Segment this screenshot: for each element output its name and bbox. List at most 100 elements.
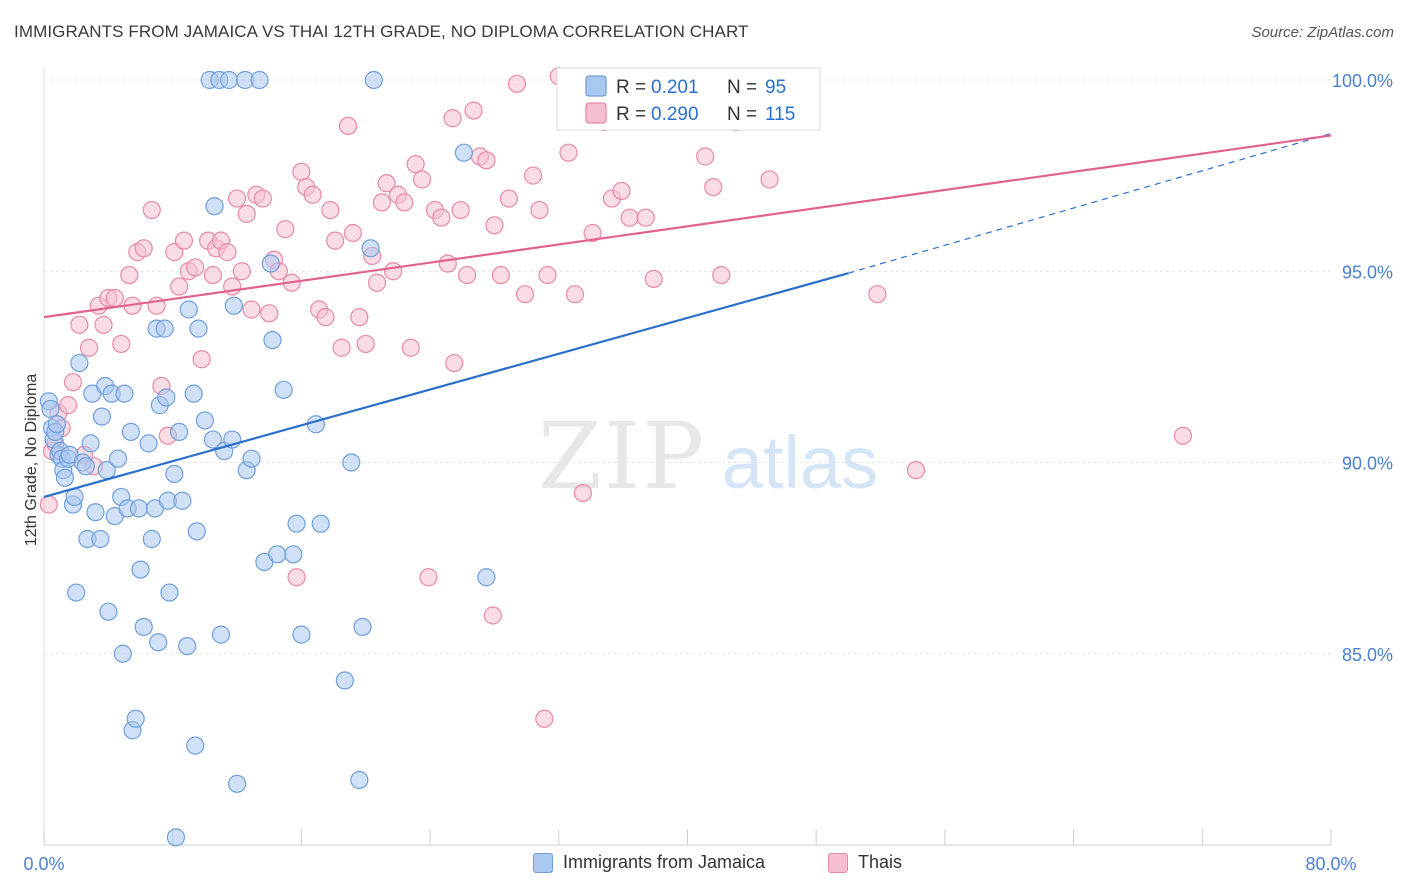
point-thais bbox=[253, 189, 272, 208]
point-jamaica bbox=[129, 499, 149, 518]
point-thais bbox=[395, 193, 414, 212]
x-tick-label: 0.0% bbox=[23, 854, 64, 874]
point-thais bbox=[704, 178, 723, 197]
point-thais bbox=[276, 220, 295, 239]
point-thais bbox=[367, 273, 387, 292]
point-jamaica bbox=[189, 319, 208, 338]
point-thais bbox=[451, 200, 470, 220]
point-thais bbox=[227, 189, 247, 208]
watermark-atlas: atlas bbox=[722, 421, 878, 504]
point-jamaica bbox=[121, 422, 140, 441]
point-thais bbox=[356, 334, 375, 354]
point-thais bbox=[432, 208, 451, 227]
point-jamaica bbox=[292, 625, 311, 644]
series-jamaica-points bbox=[39, 70, 713, 847]
point-thais bbox=[192, 350, 211, 369]
point-jamaica bbox=[178, 636, 197, 656]
legend-item-thais: Thais bbox=[828, 852, 902, 873]
point-thais bbox=[377, 174, 396, 193]
point-jamaica bbox=[203, 430, 223, 449]
point-thais bbox=[292, 162, 311, 181]
point-thais bbox=[464, 101, 483, 120]
point-jamaica bbox=[287, 514, 306, 533]
point-jamaica bbox=[342, 453, 361, 472]
point-thais bbox=[906, 461, 926, 480]
point-thais bbox=[287, 568, 306, 587]
point-thais bbox=[1173, 426, 1193, 445]
point-thais bbox=[530, 200, 549, 220]
point-thais bbox=[218, 243, 237, 262]
point-jamaica bbox=[284, 545, 303, 564]
point-thais bbox=[105, 288, 124, 308]
point-thais bbox=[237, 204, 256, 223]
point-thais bbox=[63, 373, 83, 392]
point-thais bbox=[186, 258, 205, 277]
point-thais bbox=[59, 396, 78, 415]
point-jamaica bbox=[99, 602, 118, 621]
point-thais bbox=[535, 709, 554, 728]
point-thais bbox=[79, 338, 99, 357]
point-jamaica bbox=[353, 617, 372, 637]
point-jamaica bbox=[250, 70, 269, 90]
legend-swatch-jamaica bbox=[533, 852, 553, 873]
point-jamaica bbox=[173, 491, 192, 510]
point-jamaica bbox=[86, 503, 105, 522]
point-jamaica bbox=[155, 319, 174, 338]
point-thais bbox=[332, 338, 351, 357]
point-thais bbox=[406, 155, 425, 174]
point-jamaica bbox=[361, 239, 380, 258]
point-jamaica bbox=[134, 617, 153, 637]
point-jamaica bbox=[67, 583, 86, 602]
stats-legend: R = 0.201 N = 95 R = 0.290 N = 115 bbox=[556, 67, 821, 131]
point-thais bbox=[443, 109, 462, 128]
legend-swatch-thais bbox=[828, 852, 848, 873]
point-jamaica bbox=[211, 625, 231, 644]
point-thais bbox=[321, 200, 340, 220]
point-thais bbox=[174, 231, 194, 250]
point-jamaica bbox=[160, 583, 179, 602]
point-jamaica bbox=[157, 388, 176, 407]
point-thais bbox=[343, 223, 362, 243]
stats-n-value: 115 bbox=[765, 104, 795, 125]
point-jamaica bbox=[165, 464, 184, 484]
y-tick-label: 85.0% bbox=[1342, 645, 1393, 665]
point-jamaica bbox=[335, 671, 354, 690]
point-thais bbox=[316, 308, 335, 327]
y-tick-label: 100.0% bbox=[1332, 71, 1393, 91]
point-thais bbox=[350, 308, 369, 327]
point-thais bbox=[515, 285, 535, 304]
point-thais bbox=[636, 208, 655, 227]
point-thais bbox=[412, 170, 432, 189]
point-thais bbox=[485, 216, 504, 235]
point-thais bbox=[203, 265, 223, 285]
point-jamaica bbox=[364, 70, 383, 90]
point-jamaica bbox=[108, 449, 128, 468]
point-thais bbox=[70, 315, 89, 334]
point-thais bbox=[565, 285, 584, 304]
stats-n-value: 95 bbox=[765, 77, 786, 98]
point-thais bbox=[696, 147, 715, 166]
point-thais bbox=[760, 170, 779, 189]
point-thais bbox=[39, 495, 58, 514]
grid-layer bbox=[44, 79, 1331, 655]
point-jamaica bbox=[261, 254, 280, 273]
stats-legend-swatch bbox=[585, 102, 607, 124]
trend-line-thais bbox=[43, 134, 1332, 319]
bottom-legend: Immigrants from Jamaica Thais bbox=[0, 852, 1406, 878]
point-jamaica bbox=[184, 384, 203, 403]
point-jamaica bbox=[186, 736, 205, 755]
point-thais bbox=[326, 231, 345, 250]
point-thais bbox=[573, 484, 593, 503]
point-jamaica bbox=[139, 434, 158, 453]
point-jamaica bbox=[76, 457, 95, 476]
point-jamaica bbox=[205, 197, 224, 216]
point-thais bbox=[523, 166, 543, 185]
trend-lines bbox=[43, 132, 1332, 498]
point-jamaica bbox=[47, 415, 66, 434]
point-thais bbox=[338, 116, 358, 136]
point-jamaica bbox=[115, 384, 134, 403]
point-jamaica bbox=[242, 449, 261, 468]
point-jamaica bbox=[274, 380, 293, 399]
point-thais bbox=[260, 304, 279, 323]
